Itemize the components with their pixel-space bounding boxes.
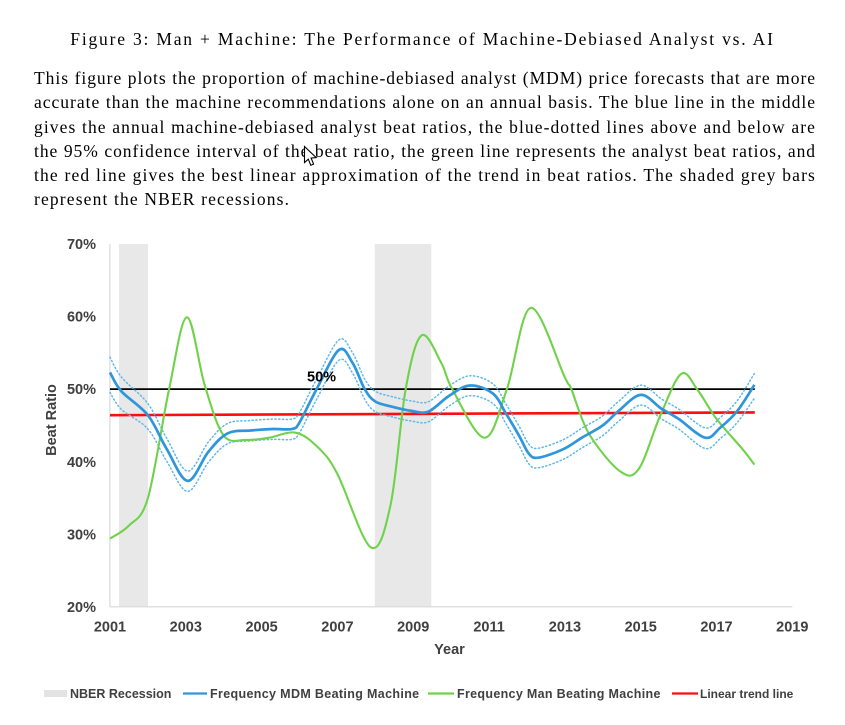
svg-text:NBER Recession: NBER Recession: [70, 687, 171, 701]
svg-text:2013: 2013: [549, 620, 581, 636]
svg-text:Frequency MDM Beating Machine: Frequency MDM Beating Machine: [210, 687, 420, 701]
svg-text:2005: 2005: [245, 620, 277, 636]
svg-text:50%: 50%: [67, 382, 96, 398]
svg-text:Beat Ratio: Beat Ratio: [44, 384, 60, 456]
svg-text:40%: 40%: [67, 455, 96, 471]
svg-text:2007: 2007: [321, 620, 353, 636]
svg-text:2015: 2015: [625, 620, 657, 636]
svg-text:20%: 20%: [67, 600, 96, 616]
svg-text:50%: 50%: [307, 370, 336, 386]
svg-text:2003: 2003: [170, 620, 202, 636]
svg-text:2011: 2011: [473, 620, 504, 636]
svg-text:30%: 30%: [67, 527, 96, 543]
svg-text:70%: 70%: [67, 237, 96, 253]
svg-text:60%: 60%: [67, 310, 96, 326]
svg-text:2019: 2019: [776, 620, 808, 636]
svg-text:2001: 2001: [94, 620, 126, 636]
svg-text:Linear trend line: Linear trend line: [700, 687, 794, 701]
svg-text:2009: 2009: [397, 620, 429, 636]
svg-text:2017: 2017: [700, 620, 732, 636]
svg-text:Year: Year: [434, 642, 465, 658]
svg-text:Frequency Man Beating Machine: Frequency Man Beating Machine: [457, 687, 661, 701]
